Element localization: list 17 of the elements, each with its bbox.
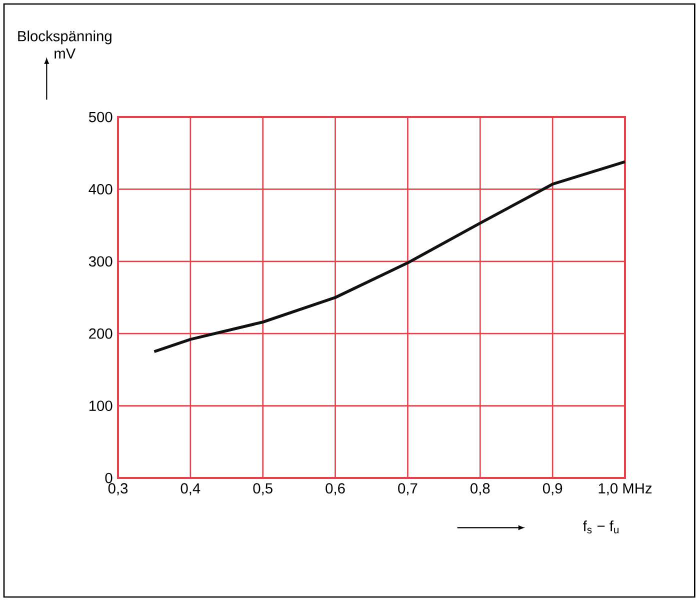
x-tick-label: 0,5 [253, 483, 272, 496]
x-axis-title: f$_{s}$ − f$_{u}$ [583, 520, 618, 534]
x-tick-label: 0,4 [180, 483, 200, 496]
y-tick-label: 400 [88, 184, 112, 194]
y-tick-label: 100 [89, 400, 112, 411]
x-tick-label: 0,7 [398, 483, 418, 496]
x-tick-label: 0,8 [470, 483, 490, 496]
y-tick-label: 500 [88, 112, 112, 122]
x-tick-label: 0,9 [542, 483, 562, 496]
y-tick-label: 0 [105, 472, 112, 484]
line-series [152, 160, 626, 354]
y-tick-label: 300 [88, 256, 112, 267]
y-axis-title: Blockspänning mV [18, 30, 112, 59]
x-tick-label: 0,6 [326, 483, 345, 496]
y-tick-label: 200 [89, 328, 112, 339]
x-tick-label: 1,0 MHz [598, 483, 652, 496]
x-tick-label: 0,3 [108, 483, 128, 496]
